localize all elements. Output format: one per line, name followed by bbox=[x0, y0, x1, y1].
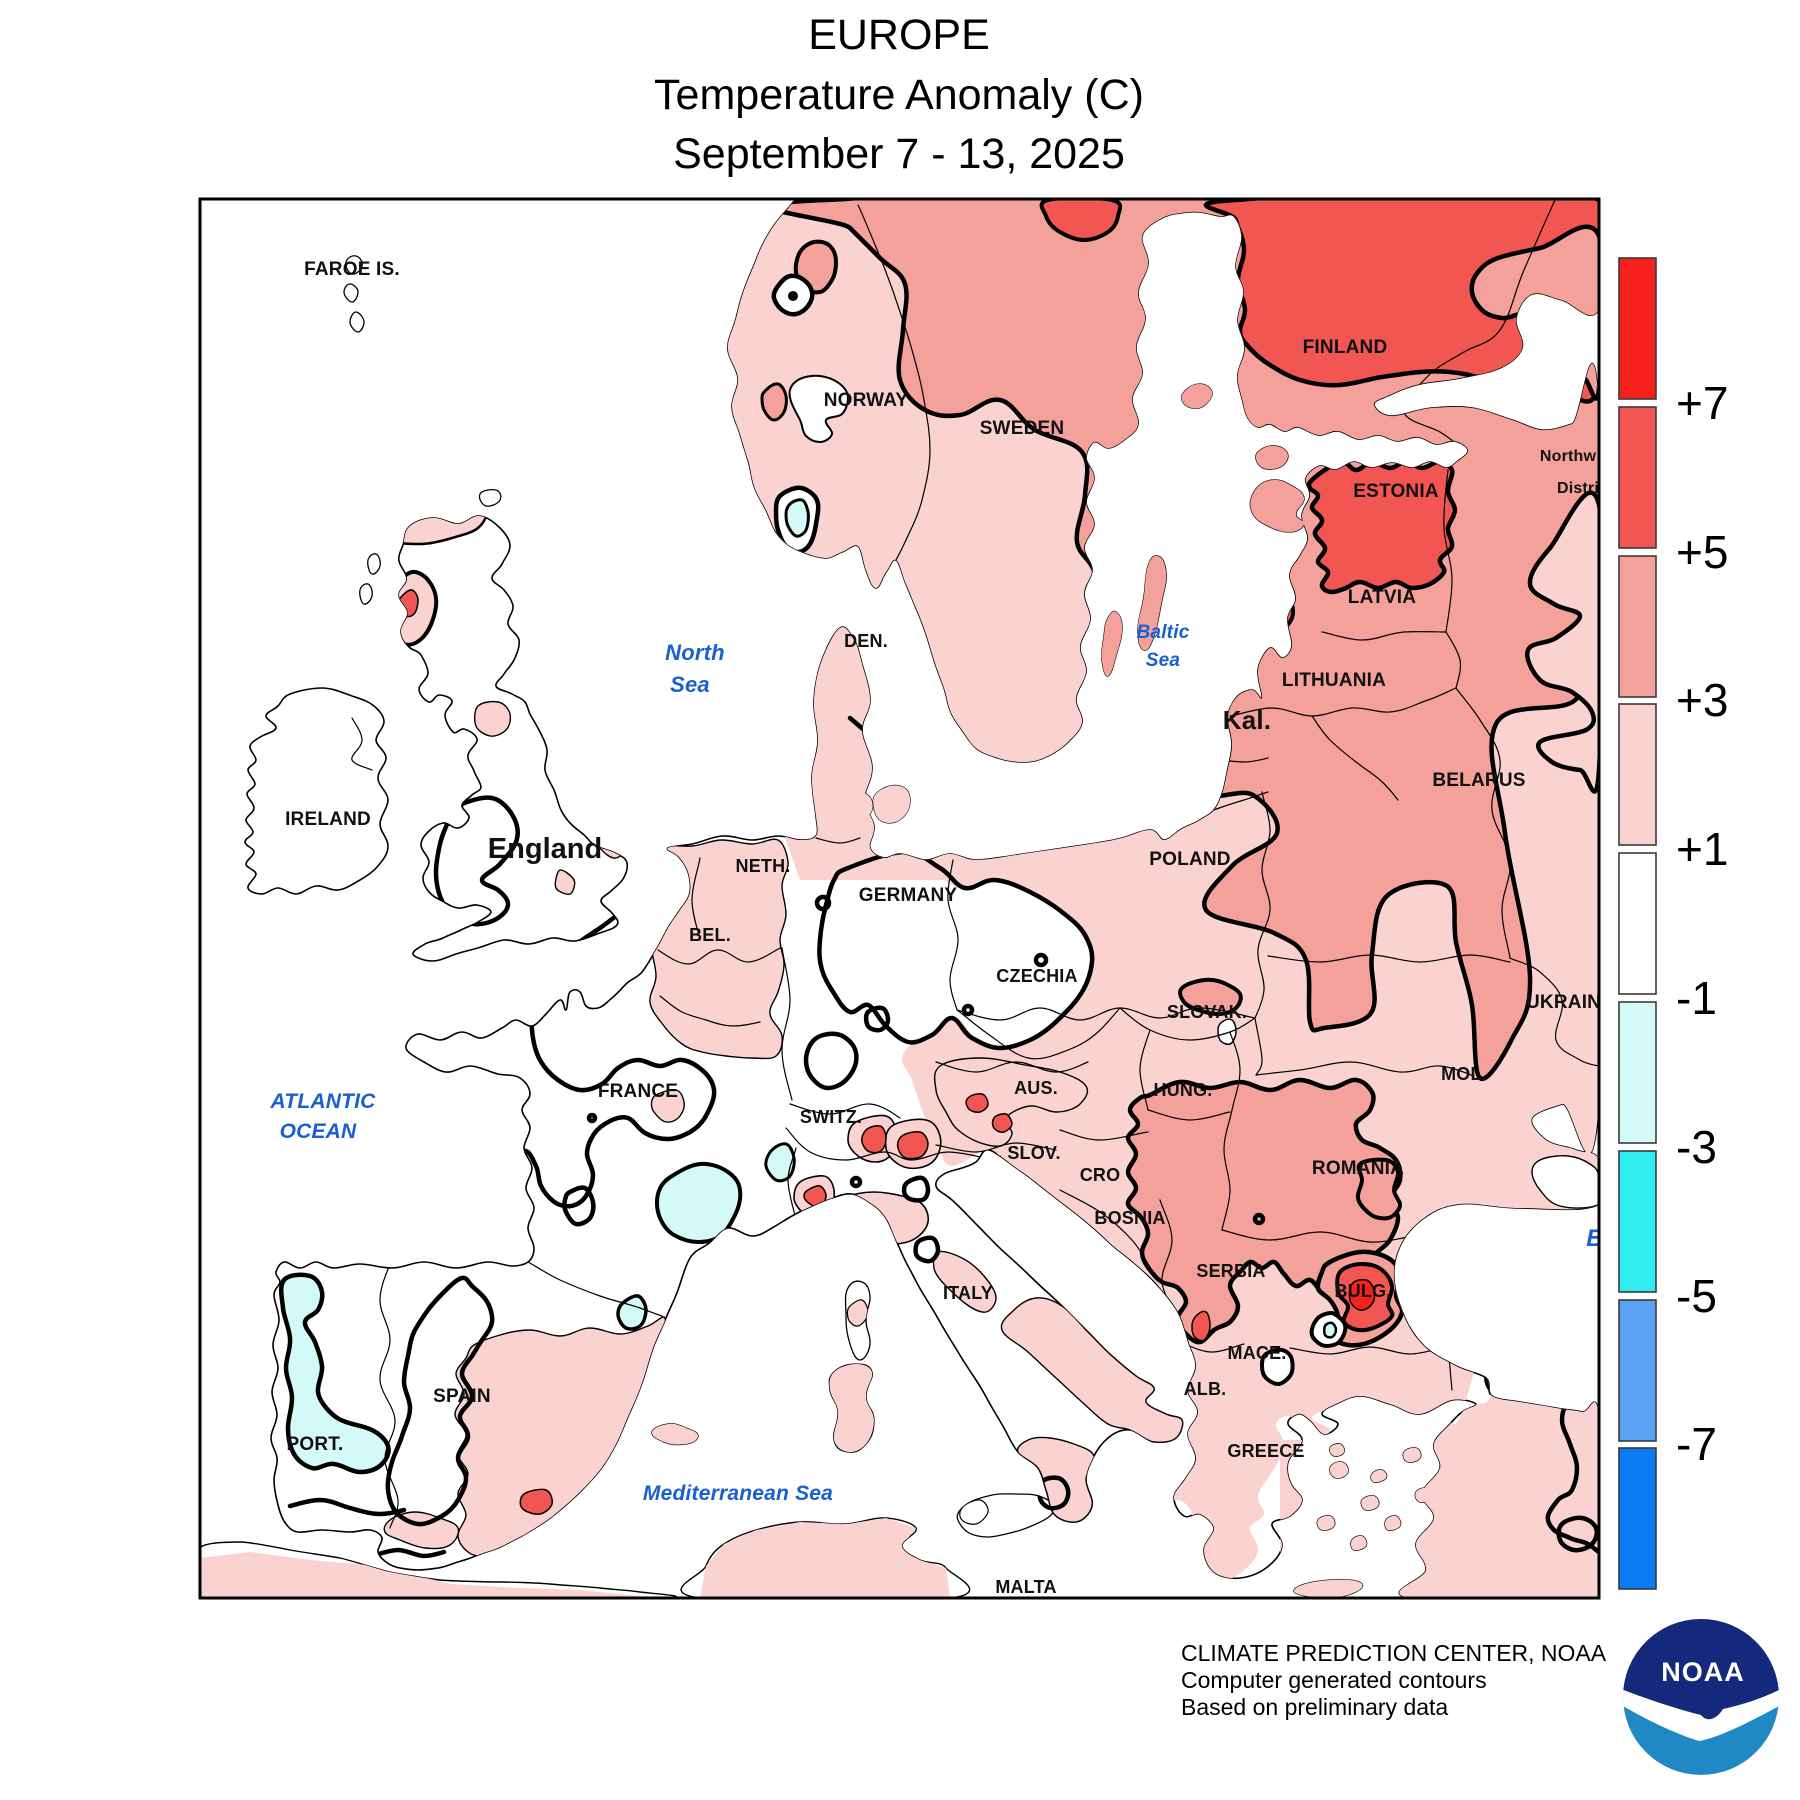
svg-text:-5: -5 bbox=[1676, 1270, 1717, 1322]
svg-text:England: England bbox=[488, 833, 602, 865]
svg-text:SWEDEN: SWEDEN bbox=[980, 418, 1065, 439]
svg-text:HUNG.: HUNG. bbox=[1154, 1080, 1213, 1100]
svg-text:FAROE IS.: FAROE IS. bbox=[304, 259, 400, 280]
svg-text:POLAND: POLAND bbox=[1149, 849, 1230, 870]
svg-text:B: B bbox=[1586, 1225, 1604, 1252]
svg-text:BEL.: BEL. bbox=[689, 925, 731, 945]
svg-text:SWITZ.: SWITZ. bbox=[800, 1107, 862, 1127]
svg-text:September 7 - 13, 2025: September 7 - 13, 2025 bbox=[673, 130, 1125, 178]
svg-text:NORWAY: NORWAY bbox=[824, 390, 909, 411]
svg-text:OCEAN: OCEAN bbox=[280, 1120, 357, 1143]
svg-text:SPAIN: SPAIN bbox=[433, 1386, 491, 1407]
svg-text:SLOV.: SLOV. bbox=[1007, 1143, 1060, 1163]
svg-text:Distri: Distri bbox=[1557, 480, 1599, 497]
svg-text:MALTA: MALTA bbox=[995, 1577, 1056, 1597]
svg-text:BELARUS: BELARUS bbox=[1432, 770, 1525, 791]
svg-text:SLOVAK.: SLOVAK. bbox=[1167, 1002, 1247, 1022]
svg-text:UKRAINE: UKRAINE bbox=[1526, 992, 1614, 1013]
svg-text:Sea: Sea bbox=[1146, 650, 1181, 671]
svg-text:Kal.: Kal. bbox=[1223, 705, 1271, 735]
svg-text:DEN.: DEN. bbox=[844, 631, 888, 651]
svg-text:BOSNIA: BOSNIA bbox=[1094, 1208, 1165, 1228]
svg-text:FRANCE: FRANCE bbox=[598, 1081, 678, 1102]
svg-text:+1: +1 bbox=[1676, 823, 1728, 875]
svg-text:BULG.: BULG. bbox=[1335, 1281, 1392, 1301]
svg-text:AUS.: AUS. bbox=[1014, 1078, 1058, 1098]
svg-text:Based on preliminary data: Based on preliminary data bbox=[1181, 1694, 1448, 1720]
svg-text:CZECHIA: CZECHIA bbox=[996, 966, 1077, 986]
svg-text:FINLAND: FINLAND bbox=[1303, 337, 1388, 358]
svg-text:Northw: Northw bbox=[1540, 448, 1597, 465]
svg-text:-3: -3 bbox=[1676, 1121, 1717, 1173]
svg-text:Temperature Anomaly (C): Temperature Anomaly (C) bbox=[654, 71, 1144, 119]
svg-text:CRO: CRO bbox=[1080, 1165, 1121, 1185]
svg-text:NOAA: NOAA bbox=[1661, 1657, 1745, 1687]
svg-text:+3: +3 bbox=[1676, 674, 1728, 726]
svg-text:GERMANY: GERMANY bbox=[859, 885, 958, 906]
svg-text:ESTONIA: ESTONIA bbox=[1353, 481, 1439, 502]
svg-text:LATVIA: LATVIA bbox=[1348, 587, 1416, 608]
svg-text:+5: +5 bbox=[1676, 526, 1728, 578]
svg-text:ITALY: ITALY bbox=[943, 1283, 993, 1303]
svg-text:EUROPE: EUROPE bbox=[808, 11, 990, 59]
svg-text:PORT.: PORT. bbox=[287, 1434, 344, 1455]
svg-text:GREECE: GREECE bbox=[1227, 1441, 1304, 1461]
svg-text:IRELAND: IRELAND bbox=[285, 809, 371, 830]
svg-text:SERBIA: SERBIA bbox=[1196, 1261, 1265, 1281]
svg-text:MACE.: MACE. bbox=[1228, 1343, 1287, 1363]
svg-text:CLIMATE PREDICTION CENTER, NOA: CLIMATE PREDICTION CENTER, NOAA bbox=[1181, 1640, 1607, 1666]
svg-text:+7: +7 bbox=[1676, 377, 1728, 429]
svg-text:Sea: Sea bbox=[670, 672, 710, 697]
svg-text:Computer generated contours: Computer generated contours bbox=[1181, 1667, 1487, 1693]
svg-text:-1: -1 bbox=[1676, 972, 1717, 1024]
svg-text:Mediterranean Sea: Mediterranean Sea bbox=[643, 1482, 833, 1505]
svg-text:ATLANTIC: ATLANTIC bbox=[269, 1090, 376, 1113]
svg-text:ALB.: ALB. bbox=[1184, 1379, 1227, 1399]
svg-text:-7: -7 bbox=[1676, 1418, 1717, 1470]
svg-text:MOL.: MOL. bbox=[1441, 1064, 1487, 1084]
svg-text:ROMANIA: ROMANIA bbox=[1312, 1158, 1404, 1179]
svg-text:North: North bbox=[665, 640, 725, 665]
svg-text:NETH.: NETH. bbox=[736, 856, 791, 876]
svg-text:Baltic: Baltic bbox=[1137, 622, 1190, 643]
svg-text:LITHUANIA: LITHUANIA bbox=[1282, 670, 1386, 691]
